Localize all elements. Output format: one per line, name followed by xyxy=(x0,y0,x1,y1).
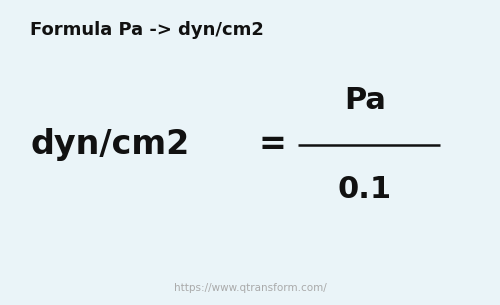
Text: 0.1: 0.1 xyxy=(338,174,392,204)
Text: Pa: Pa xyxy=(344,86,386,115)
Text: =: = xyxy=(258,128,286,161)
Text: dyn/cm2: dyn/cm2 xyxy=(30,128,190,161)
Text: https://www.qtransform.com/: https://www.qtransform.com/ xyxy=(174,283,326,293)
Text: Formula Pa -> dyn/cm2: Formula Pa -> dyn/cm2 xyxy=(30,21,264,39)
